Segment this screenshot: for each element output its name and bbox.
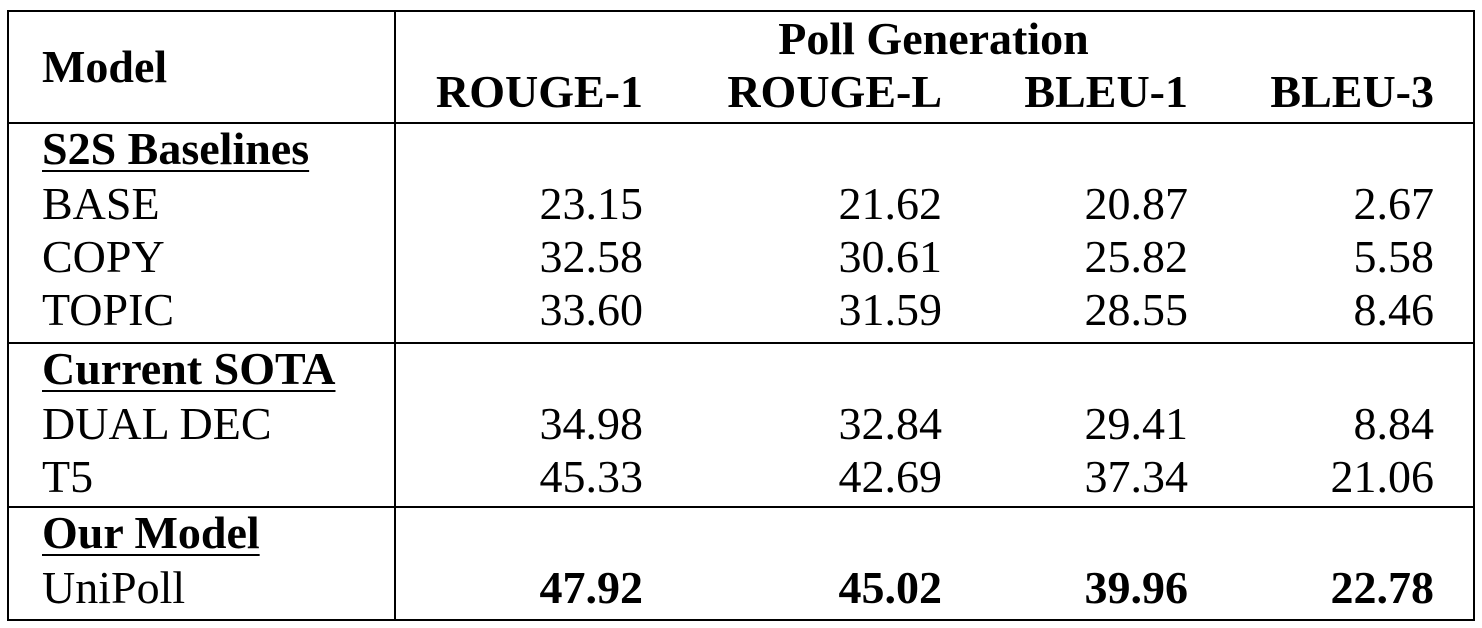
row-model-dual-dec: DUAL DEC xyxy=(42,398,272,449)
cell-value: 37.34 xyxy=(1084,451,1189,502)
row-model-unipoll: UniPoll xyxy=(42,562,186,613)
column-header-bleu-3: BLEU-3 xyxy=(1270,66,1434,117)
cell-value: 2.67 xyxy=(1353,178,1435,229)
cell-value-best: 45.02 xyxy=(838,562,943,613)
row-model-topic: TOPIC xyxy=(42,284,175,335)
results-table: Model Poll Generation ROUGE-1 ROUGE-L BL… xyxy=(7,10,1475,621)
cell-value: 8.84 xyxy=(1353,398,1435,449)
cell-value: 25.82 xyxy=(1084,231,1189,282)
column-header-bleu-1: BLEU-1 xyxy=(1024,66,1188,117)
cell-value: 32.58 xyxy=(539,231,644,282)
cell-value: 21.62 xyxy=(838,178,943,229)
row-model-base: BASE xyxy=(42,178,160,229)
cell-value: 42.69 xyxy=(838,451,943,502)
cell-value-best: 47.92 xyxy=(539,562,644,613)
cell-value-best: 22.78 xyxy=(1330,562,1435,613)
section-rule-1 xyxy=(9,342,1473,344)
section-title-our-model: Our Model xyxy=(42,507,260,558)
cell-value: 33.60 xyxy=(539,284,644,335)
cell-value: 5.58 xyxy=(1353,231,1435,282)
cell-value: 29.41 xyxy=(1084,398,1189,449)
cell-value: 31.59 xyxy=(838,284,943,335)
cell-value: 34.98 xyxy=(539,398,644,449)
model-header: Model xyxy=(42,41,168,92)
section-title-s2s-baselines: S2S Baselines xyxy=(42,123,310,174)
cell-value: 45.33 xyxy=(539,451,644,502)
cell-value: 20.87 xyxy=(1084,178,1189,229)
cell-value: 21.06 xyxy=(1330,451,1435,502)
section-title-current-sota: Current SOTA xyxy=(42,343,336,394)
column-header-rouge-l: ROUGE-L xyxy=(727,66,942,117)
group-header-poll-generation: Poll Generation xyxy=(778,13,1089,64)
section-rule-2 xyxy=(9,506,1473,508)
cell-value: 28.55 xyxy=(1084,284,1189,335)
cell-value: 8.46 xyxy=(1353,284,1435,335)
cell-value: 23.15 xyxy=(539,178,644,229)
cell-value: 30.61 xyxy=(838,231,943,282)
row-model-t5: T5 xyxy=(42,451,94,502)
cell-value: 32.84 xyxy=(838,398,943,449)
model-column-divider xyxy=(394,12,396,619)
cell-value-best: 39.96 xyxy=(1084,562,1189,613)
column-header-rouge-1: ROUGE-1 xyxy=(436,66,643,117)
header-rule xyxy=(9,122,1473,124)
row-model-copy: COPY xyxy=(42,231,165,282)
